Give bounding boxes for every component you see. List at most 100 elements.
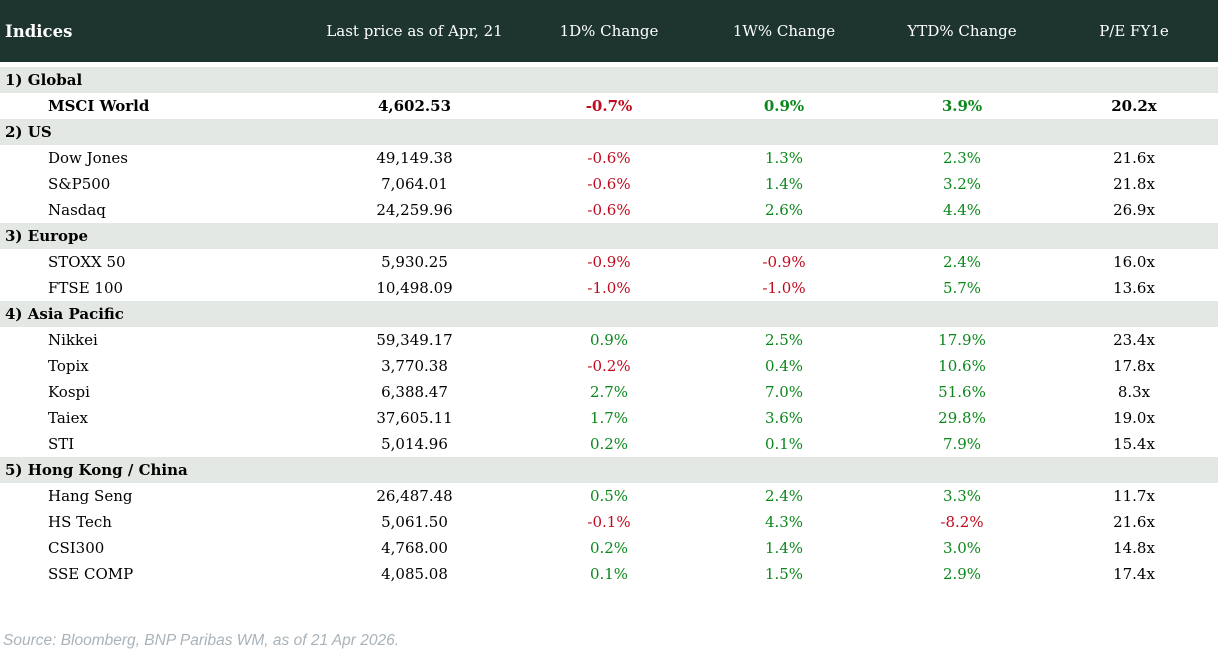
index-name: Topix — [0, 353, 305, 379]
pct-change-1w: 1.5% — [694, 561, 874, 587]
pe-value: 11.7x — [1050, 483, 1218, 509]
pe-value: 21.8x — [1050, 171, 1218, 197]
pct-change-1d: -0.7% — [524, 93, 694, 119]
indices-table: Indices Last price as of Apr, 21 1D% Cha… — [0, 0, 1218, 587]
index-name: STOXX 50 — [0, 249, 305, 275]
index-name: SSE COMP — [0, 561, 305, 587]
last-price: 59,349.17 — [305, 327, 524, 353]
last-price: 26,487.48 — [305, 483, 524, 509]
pct-change-1d: 0.5% — [524, 483, 694, 509]
pct-change-1w: 7.0% — [694, 379, 874, 405]
last-price: 37,605.11 — [305, 405, 524, 431]
pct-change-1w: 3.6% — [694, 405, 874, 431]
pct-change-1w: 1.4% — [694, 171, 874, 197]
pe-value: 16.0x — [1050, 249, 1218, 275]
pct-change-ytd: 3.3% — [874, 483, 1050, 509]
last-price: 4,768.00 — [305, 535, 524, 561]
pct-change-1d: 0.2% — [524, 431, 694, 457]
table-row: Nasdaq 24,259.96 -0.6% 2.6% 4.4% 26.9x — [0, 197, 1218, 223]
last-price: 4,085.08 — [305, 561, 524, 587]
table-header-row: Indices Last price as of Apr, 21 1D% Cha… — [0, 0, 1218, 67]
pct-change-1d: -0.2% — [524, 353, 694, 379]
pct-change-1w: 0.1% — [694, 431, 874, 457]
table-row: Hang Seng 26,487.48 0.5% 2.4% 3.3% 11.7x — [0, 483, 1218, 509]
pe-value: 19.0x — [1050, 405, 1218, 431]
pct-change-1d: -0.1% — [524, 509, 694, 535]
pct-change-1d: 0.1% — [524, 561, 694, 587]
pct-change-1w: 0.4% — [694, 353, 874, 379]
index-name: Kospi — [0, 379, 305, 405]
last-price: 5,061.50 — [305, 509, 524, 535]
index-name: FTSE 100 — [0, 275, 305, 301]
pct-change-ytd: 3.9% — [874, 93, 1050, 119]
pct-change-1w: 4.3% — [694, 509, 874, 535]
pct-change-1w: -0.9% — [694, 249, 874, 275]
pct-change-ytd: -8.2% — [874, 509, 1050, 535]
pe-value: 20.2x — [1050, 93, 1218, 119]
source-note: Source: Bloomberg, BNP Paribas WM, as of… — [3, 632, 400, 649]
pct-change-ytd: 3.0% — [874, 535, 1050, 561]
pct-change-1d: -0.6% — [524, 197, 694, 223]
table-row: Taiex 37,605.11 1.7% 3.6% 29.8% 19.0x — [0, 405, 1218, 431]
section-label: 3) Europe — [0, 223, 1218, 249]
pe-value: 13.6x — [1050, 275, 1218, 301]
table-row: Dow Jones 49,149.38 -0.6% 1.3% 2.3% 21.6x — [0, 145, 1218, 171]
table-row: SSE COMP 4,085.08 0.1% 1.5% 2.9% 17.4x — [0, 561, 1218, 587]
index-name: Taiex — [0, 405, 305, 431]
index-name: Nikkei — [0, 327, 305, 353]
section-label: 5) Hong Kong / China — [0, 457, 1218, 483]
table-row: S&P500 7,064.01 -0.6% 1.4% 3.2% 21.8x — [0, 171, 1218, 197]
index-name: HS Tech — [0, 509, 305, 535]
index-name: S&P500 — [0, 171, 305, 197]
section-row: 3) Europe — [0, 223, 1218, 249]
pct-change-ytd: 3.2% — [874, 171, 1050, 197]
last-price: 7,064.01 — [305, 171, 524, 197]
index-name: STI — [0, 431, 305, 457]
index-name: MSCI World — [0, 93, 305, 119]
last-price: 5,930.25 — [305, 249, 524, 275]
pct-change-ytd: 5.7% — [874, 275, 1050, 301]
last-price: 49,149.38 — [305, 145, 524, 171]
pct-change-1d: -0.9% — [524, 249, 694, 275]
pe-value: 15.4x — [1050, 431, 1218, 457]
pct-change-ytd: 2.4% — [874, 249, 1050, 275]
section-label: 4) Asia Pacific — [0, 301, 1218, 327]
pct-change-ytd: 10.6% — [874, 353, 1050, 379]
pct-change-1w: 2.4% — [694, 483, 874, 509]
pct-change-1d: -1.0% — [524, 275, 694, 301]
pe-value: 14.8x — [1050, 535, 1218, 561]
section-row: 4) Asia Pacific — [0, 301, 1218, 327]
index-name: Dow Jones — [0, 145, 305, 171]
pct-change-1d: 0.2% — [524, 535, 694, 561]
index-name: CSI300 — [0, 535, 305, 561]
table-row: FTSE 100 10,498.09 -1.0% -1.0% 5.7% 13.6x — [0, 275, 1218, 301]
pct-change-1d: 2.7% — [524, 379, 694, 405]
pct-change-ytd: 51.6% — [874, 379, 1050, 405]
section-row: 5) Hong Kong / China — [0, 457, 1218, 483]
pe-value: 8.3x — [1050, 379, 1218, 405]
pe-value: 21.6x — [1050, 509, 1218, 535]
pct-change-ytd: 29.8% — [874, 405, 1050, 431]
section-row: 2) US — [0, 119, 1218, 145]
column-header-last-price: Last price as of Apr, 21 — [305, 0, 524, 67]
pct-change-ytd: 7.9% — [874, 431, 1050, 457]
section-row: 1) Global — [0, 67, 1218, 93]
last-price: 5,014.96 — [305, 431, 524, 457]
last-price: 3,770.38 — [305, 353, 524, 379]
pct-change-1d: -0.6% — [524, 171, 694, 197]
pct-change-ytd: 4.4% — [874, 197, 1050, 223]
pct-change-1d: 1.7% — [524, 405, 694, 431]
table-row: Nikkei 59,349.17 0.9% 2.5% 17.9% 23.4x — [0, 327, 1218, 353]
table-row: HS Tech 5,061.50 -0.1% 4.3% -8.2% 21.6x — [0, 509, 1218, 535]
pct-change-1w: 0.9% — [694, 93, 874, 119]
section-label: 2) US — [0, 119, 1218, 145]
pe-value: 26.9x — [1050, 197, 1218, 223]
column-header-indices: Indices — [0, 0, 305, 67]
table-row: CSI300 4,768.00 0.2% 1.4% 3.0% 14.8x — [0, 535, 1218, 561]
table-row: STI 5,014.96 0.2% 0.1% 7.9% 15.4x — [0, 431, 1218, 457]
pct-change-1d: -0.6% — [524, 145, 694, 171]
last-price: 6,388.47 — [305, 379, 524, 405]
table-row: MSCI World 4,602.53 -0.7% 0.9% 3.9% 20.2x — [0, 93, 1218, 119]
column-header-1w-change: 1W% Change — [694, 0, 874, 67]
